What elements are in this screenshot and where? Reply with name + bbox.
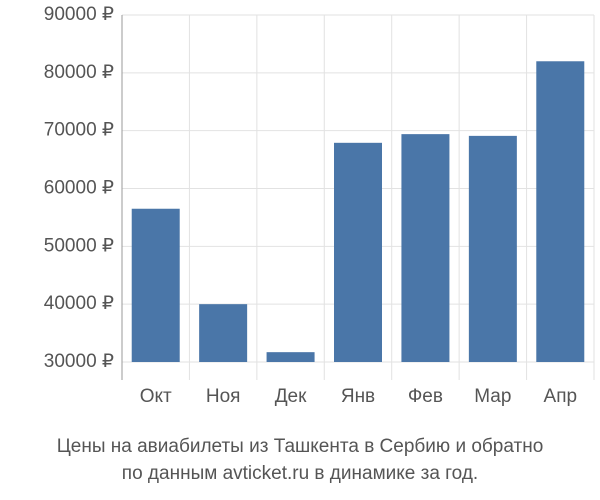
y-tick-label: 70000 ₽ (44, 120, 114, 141)
x-tick-label: Фев (408, 386, 443, 407)
y-tick-label: 60000 ₽ (44, 178, 114, 199)
bar (199, 304, 248, 362)
x-tick-label: Янв (341, 386, 375, 407)
bar (401, 134, 450, 362)
y-tick-label: 50000 ₽ (44, 235, 114, 256)
bar (334, 142, 382, 362)
bar (131, 208, 180, 362)
chart-subtitle: по данным avticket.ru в динамике за год. (122, 463, 478, 484)
y-tick-label: 90000 ₽ (44, 4, 114, 25)
y-tick-label: 40000 ₽ (44, 293, 114, 314)
x-tick-label: Окт (140, 386, 172, 407)
x-tick-label: Ноя (206, 386, 241, 407)
bar (536, 61, 585, 363)
x-tick-label: Дек (275, 386, 307, 407)
bar (266, 352, 315, 362)
chart-title: Цены на авиабилеты из Ташкента в Сербию … (57, 436, 544, 457)
x-tick-label: Апр (544, 386, 578, 407)
y-tick-label: 30000 ₽ (44, 351, 114, 372)
x-tick-label: Мар (474, 386, 511, 407)
y-tick-label: 80000 ₽ (44, 62, 114, 83)
bar (468, 135, 517, 362)
